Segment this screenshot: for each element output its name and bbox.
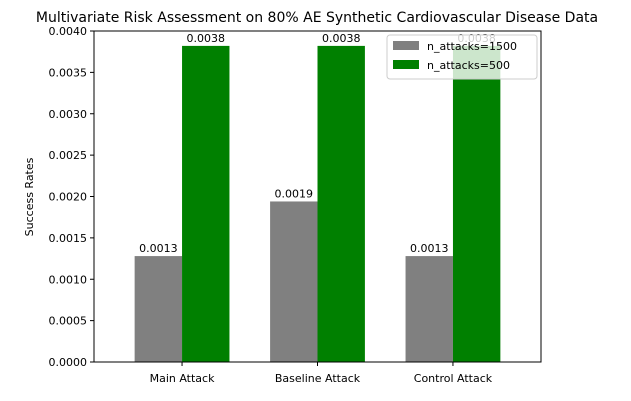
legend-swatch	[393, 41, 419, 50]
bar	[317, 45, 365, 363]
x-tick-label: Control Attack	[414, 372, 493, 385]
y-tick-label: 0.0035	[49, 66, 88, 79]
legend: n_attacks=1500 n_attacks=500	[386, 34, 538, 80]
legend-swatch	[393, 60, 419, 69]
data-label: 0.0013	[139, 242, 178, 255]
bar	[452, 45, 501, 363]
legend-box	[386, 34, 538, 80]
data-label: 0.0013	[410, 242, 449, 255]
y-tick-label: 0.0025	[49, 149, 88, 162]
bar	[405, 256, 453, 362]
y-tick-label: 0.0030	[49, 108, 88, 121]
bar	[134, 256, 183, 362]
bar	[270, 201, 318, 362]
x-axis: Main Attack Baseline Attack Control Attack	[150, 362, 493, 385]
chart-title: Multivariate Risk Assessment on 80% AE S…	[36, 10, 598, 26]
y-axis-label: Success Rates	[23, 157, 36, 236]
y-tick-label: 0.0000	[49, 356, 88, 369]
legend-label: n_attacks=500	[427, 59, 510, 72]
y-tick-label: 0.0015	[49, 232, 88, 245]
y-tick-label: 0.0005	[49, 315, 88, 328]
bars-group	[134, 45, 501, 363]
y-axis: 0.0000 0.0005 0.0010 0.0015 0.0020 0.0025 0.00…	[49, 25, 94, 369]
bar	[182, 45, 230, 363]
data-label: 0.0038	[187, 32, 226, 45]
legend-label: n_attacks=1500	[427, 40, 517, 53]
y-tick-label: 0.0040	[49, 25, 88, 38]
x-tick-label: Baseline Attack	[275, 372, 361, 385]
x-tick-label: Main Attack	[150, 372, 216, 385]
data-label: 0.0019	[275, 187, 314, 200]
y-tick-label: 0.0010	[49, 273, 88, 286]
data-label: 0.0038	[322, 32, 361, 45]
y-tick-label: 0.0020	[49, 191, 88, 204]
